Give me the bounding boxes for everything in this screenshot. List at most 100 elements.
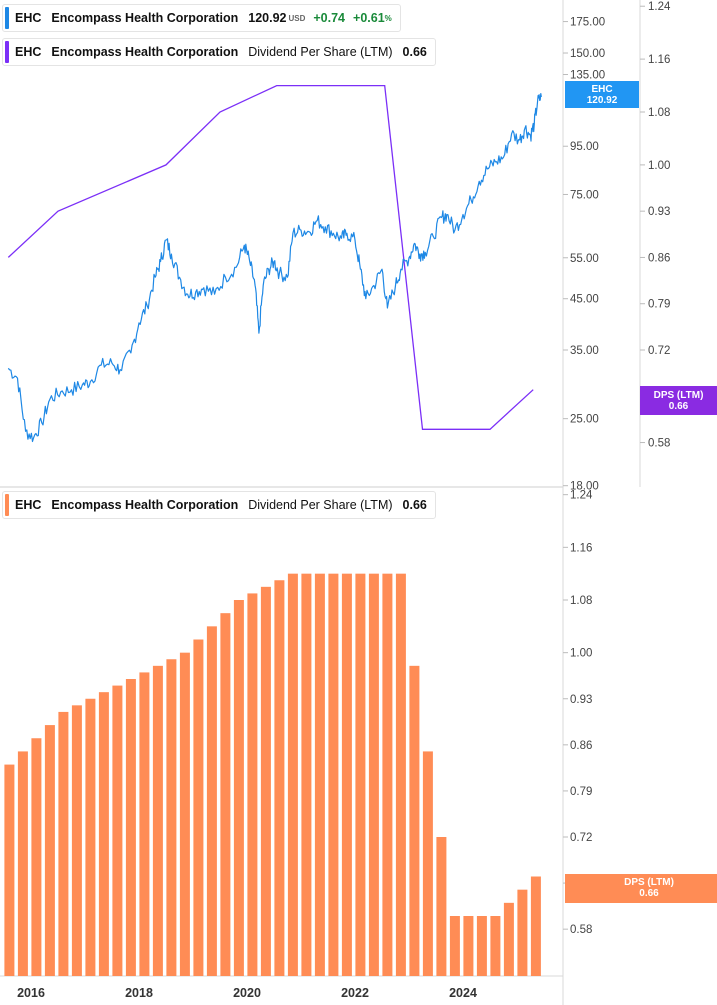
dps-bar — [206, 626, 217, 976]
legend-company: Encompass Health Corporation — [51, 11, 239, 25]
bar-tick-label: 0.58 — [570, 924, 592, 936]
dps-bar — [98, 692, 109, 976]
dps-bar — [422, 751, 433, 976]
dps-bar — [436, 837, 447, 976]
price-tick-label: 95.00 — [570, 141, 599, 153]
x-tick-label: 2016 — [17, 986, 45, 1000]
dps-bar — [476, 916, 487, 976]
dps-line-axis-tag: DPS (LTM) 0.66 — [640, 386, 717, 415]
dps-line — [7, 84, 534, 430]
price-swatch — [5, 7, 9, 29]
price-tick-label: 75.00 — [570, 189, 599, 201]
dps-bar — [463, 916, 474, 976]
dps-bar — [287, 573, 298, 976]
dps-bar — [490, 916, 501, 976]
dps-bar — [4, 764, 15, 976]
x-tick-label: 2024 — [449, 986, 477, 1000]
dps-bar — [193, 639, 204, 976]
legend-value: 0.66 — [402, 45, 427, 59]
dps-bar — [395, 573, 406, 976]
dps-bar — [85, 698, 96, 976]
dps-tick-label: 0.72 — [648, 345, 670, 357]
legend-ticker: EHC — [15, 498, 42, 512]
bar-tick-label: 1.08 — [570, 595, 592, 607]
dps-bar-swatch — [5, 494, 9, 516]
price-tick-label: 55.00 — [570, 253, 599, 265]
price-tag-value: 120.92 — [586, 95, 618, 106]
dps-bar — [125, 679, 136, 976]
dps-bar — [314, 573, 325, 976]
price-line — [7, 92, 542, 443]
legend-ticker: EHC — [15, 11, 42, 25]
bar-tick-label: 0.79 — [570, 786, 592, 798]
price-tick-label: 45.00 — [570, 294, 599, 306]
legend-change-pct: +0.61 — [353, 11, 385, 25]
dps-bar — [260, 586, 271, 976]
dps-tick-label: 1.00 — [648, 160, 670, 172]
dps-bar — [71, 705, 82, 976]
dps-tick-label: 0.79 — [648, 299, 670, 311]
price-tick-label: 175.00 — [570, 17, 605, 29]
bar-tick-label: 0.86 — [570, 740, 592, 752]
price-tick-label: 18.00 — [570, 481, 599, 493]
dps-bar — [530, 876, 541, 976]
dps-bar-axis-tag: DPS (LTM) 0.66 — [565, 874, 717, 903]
legend-metric: Dividend Per Share (LTM) — [248, 498, 393, 512]
bar-tick-label: 1.16 — [570, 542, 592, 554]
dps-bar — [517, 889, 528, 976]
dps-tick-label: 1.08 — [648, 107, 670, 119]
legend-metric: Dividend Per Share (LTM) — [248, 45, 393, 59]
price-and-dps-lines — [7, 84, 542, 443]
x-tick-label: 2020 — [233, 986, 261, 1000]
price-tick-label: 135.00 — [570, 70, 605, 82]
dps-bar — [220, 613, 231, 976]
dps-bar — [449, 916, 460, 976]
bar-tag-label: DPS (LTM) — [624, 877, 674, 888]
dps-bar — [44, 725, 55, 976]
bar-tick-label: 1.00 — [570, 648, 592, 660]
dps-bar — [503, 902, 514, 976]
x-tick-label: 2022 — [341, 986, 369, 1000]
legend-price: 120.92 — [248, 11, 287, 25]
dps-bar — [368, 573, 379, 976]
dps-bar — [301, 573, 312, 976]
dps-bar — [112, 685, 123, 976]
dps-tag-label: DPS (LTM) — [653, 390, 704, 401]
dps-line-legend[interactable]: EHC Encompass Health Corporation Dividen… — [2, 38, 436, 66]
dps-bar — [274, 580, 285, 976]
legend-company: Encompass Health Corporation — [51, 498, 239, 512]
price-tick-label: 25.00 — [570, 414, 599, 426]
legend-currency: USD — [288, 13, 306, 23]
dps-line-swatch — [5, 41, 9, 63]
dps-bar — [409, 665, 420, 976]
dps-tick-label: 0.93 — [648, 206, 670, 218]
legend-value: 0.66 — [402, 498, 427, 512]
dps-tick-label: 0.58 — [648, 438, 670, 450]
legend-change: +0.74 — [313, 11, 346, 25]
dps-bars — [4, 573, 541, 976]
dps-bar — [382, 573, 393, 976]
bar-tick-label: 0.93 — [570, 694, 592, 706]
price-axis-tag: EHC 120.92 — [565, 81, 639, 108]
price-tag-ticker: EHC — [591, 84, 613, 95]
legend-pct-sign: % — [384, 13, 392, 23]
dps-bar — [58, 711, 69, 976]
dps-bar — [31, 738, 42, 976]
x-tick-label: 2018 — [125, 986, 153, 1000]
price-tick-label: 35.00 — [570, 345, 599, 357]
dps-bar — [247, 593, 258, 976]
dps-bar — [152, 665, 163, 976]
dps-bar — [139, 672, 150, 976]
dps-bar — [328, 573, 339, 976]
bar-tick-label: 0.72 — [570, 832, 592, 844]
dps-tick-label: 1.16 — [648, 54, 670, 66]
bar-tag-value: 0.66 — [639, 888, 659, 899]
legend-ticker: EHC — [15, 45, 42, 59]
dps-bar-legend[interactable]: EHC Encompass Health Corporation Dividen… — [2, 491, 436, 519]
dps-bar — [166, 659, 177, 976]
dps-bar — [17, 751, 28, 976]
bar-tick-label: 1.24 — [570, 490, 593, 502]
price-legend[interactable]: EHC Encompass Health Corporation 120.92 … — [2, 4, 401, 32]
dps-bar — [341, 573, 352, 976]
